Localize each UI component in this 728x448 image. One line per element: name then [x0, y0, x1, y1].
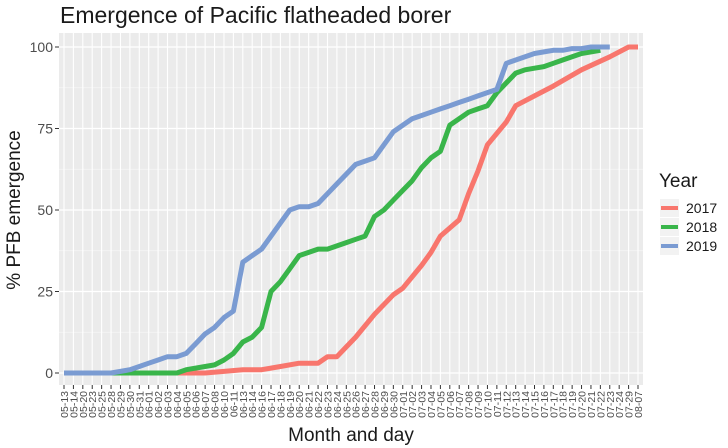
x-tick-label: 06-19	[285, 391, 297, 418]
x-tick-label: 07-02	[407, 391, 419, 418]
x-tick-label: 06-29	[379, 391, 391, 418]
x-tick-label: 07-03	[417, 391, 429, 418]
x-tick-label: 06-25	[341, 391, 353, 418]
x-tick-label: 06-07	[200, 391, 212, 418]
x-tick-label: 08-07	[633, 391, 645, 418]
chart-title: Emergence of Pacific flatheaded borer	[60, 2, 452, 28]
x-tick-label: 07-23	[605, 391, 617, 418]
x-tick-label: 07-08	[464, 391, 476, 418]
y-tick-label: 25	[37, 284, 53, 300]
x-tick-label: 06-05	[181, 391, 193, 418]
x-tick-label: 05-13	[59, 391, 71, 418]
x-tick-label: 07-12	[501, 391, 513, 418]
y-tick-label: 100	[30, 39, 54, 55]
x-tick-label: 06-02	[153, 391, 165, 418]
y-axis-title: % PFB emergence	[4, 130, 25, 289]
x-tick-label: 06-14	[247, 391, 259, 418]
x-tick-label: 06-22	[313, 391, 325, 418]
x-tick-label: 06-06	[191, 391, 203, 418]
x-tick-label: 06-03	[163, 391, 175, 418]
x-tick-label: 07-19	[567, 391, 579, 418]
x-tick-label: 06-30	[388, 391, 400, 418]
x-tick-label: 05-31	[134, 391, 146, 418]
x-tick-label: 05-23	[87, 391, 99, 418]
series-line-2018	[111, 47, 601, 376]
x-tick-label: 05-30	[125, 391, 137, 418]
x-tick-label: 07-22	[595, 391, 607, 418]
x-tick-label: 07-09	[473, 391, 485, 418]
x-tick-label: 07-29	[624, 391, 636, 418]
x-tick-label: 07-14	[520, 391, 532, 418]
x-tick-label: 07-15	[530, 391, 542, 418]
x-tick-label: 05-29	[116, 391, 128, 418]
x-tick-label: 07-01	[398, 391, 410, 418]
x-tick-label: 05-20	[78, 391, 90, 418]
x-tick-label: 07-17	[548, 391, 560, 418]
x-tick-label: 07-21	[586, 391, 598, 418]
x-tick-label: 07-13	[511, 391, 523, 418]
x-tick-label: 06-21	[304, 391, 316, 418]
gridlines	[59, 33, 643, 385]
x-tick-label: 06-26	[351, 391, 363, 418]
x-tick-label: 06-18	[275, 391, 287, 418]
x-tick-label: 07-24	[614, 391, 626, 418]
legend-label-2017: 2017	[686, 200, 717, 216]
series-line-2019	[64, 44, 610, 376]
series-line-2017	[64, 44, 638, 376]
x-tick-label: 07-10	[482, 391, 494, 418]
x-tick-label: 07-18	[558, 391, 570, 418]
x-tick-label: 07-04	[426, 391, 438, 418]
x-tick-label: 06-08	[210, 391, 222, 418]
x-tick-label: 06-04	[172, 391, 184, 418]
x-tick-label: 07-06	[445, 391, 457, 418]
x-tick-label: 07-11	[492, 391, 504, 417]
x-axis-title: Month and day	[288, 425, 414, 446]
legend: 2017 2018 2019	[660, 199, 717, 255]
x-tick-label: 06-11	[228, 391, 240, 417]
x-tick-label: 06-13	[238, 391, 250, 418]
x-tick-label: 06-10	[219, 391, 231, 418]
x-tick-label: 06-24	[332, 391, 344, 418]
y-axis-ticks: 0 25 50 75 100	[30, 39, 59, 381]
x-tick-label: 07-20	[577, 391, 589, 418]
x-tick-label: 07-05	[435, 391, 447, 418]
x-tick-label: 06-20	[294, 391, 306, 418]
x-tick-label: 07-16	[539, 391, 551, 418]
x-tick-label: 05-14	[68, 391, 80, 418]
series-lines	[64, 44, 638, 376]
x-tick-label: 07-07	[454, 391, 466, 418]
x-tick-label: 06-17	[266, 391, 278, 418]
x-tick-label: 05-28	[106, 391, 118, 418]
y-tick-label: 75	[37, 121, 53, 137]
y-tick-label: 50	[37, 202, 53, 218]
legend-label-2018: 2018	[686, 219, 717, 235]
x-tick-label: 06-01	[144, 391, 156, 418]
y-tick-label: 0	[45, 365, 53, 381]
legend-label-2019: 2019	[686, 238, 717, 254]
x-tick-label: 06-27	[360, 391, 372, 418]
x-tick-label: 06-16	[257, 391, 269, 418]
x-tick-label: 06-23	[323, 391, 335, 418]
legend-title: Year	[659, 171, 698, 192]
x-axis-ticks: 05-1305-1405-2005-2305-2505-2805-2905-30…	[59, 385, 645, 418]
x-tick-label: 06-28	[370, 391, 382, 418]
x-tick-label: 05-25	[97, 391, 109, 418]
